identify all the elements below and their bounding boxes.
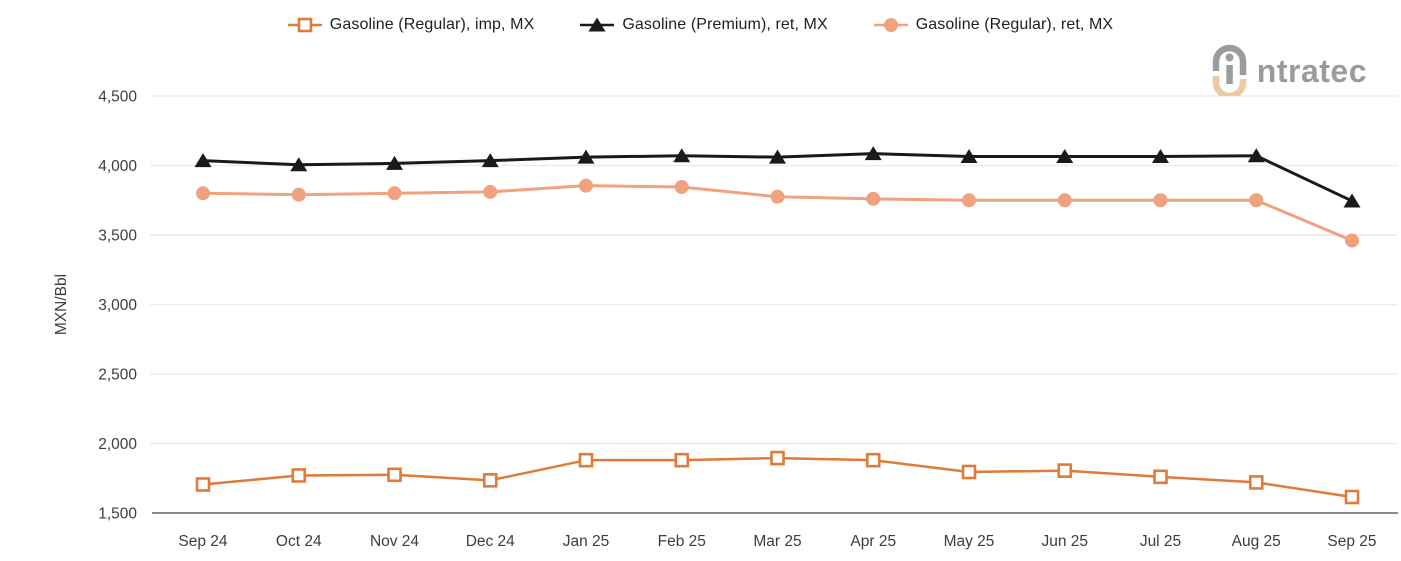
intratec-logo-text: ntratec [1256, 53, 1367, 89]
data-point-square [578, 452, 594, 468]
data-point-circle [1057, 193, 1072, 208]
legend-label: Gasoline (Regular), imp, MX [329, 16, 535, 33]
data-point-triangle [769, 149, 786, 164]
data-point-triangle [481, 153, 499, 168]
x-tick-label: Mar 25 [753, 533, 801, 550]
intratec-logo-mark-icon [1212, 44, 1247, 96]
x-tick-label: Feb 25 [658, 533, 706, 550]
x-tick-label: Dec 24 [466, 533, 515, 550]
data-point-square [387, 467, 402, 483]
x-tick-label: Sep 25 [1327, 533, 1376, 550]
y-tick-label: 2,000 [98, 436, 137, 453]
y-axis-title: MXN/Bbl [53, 274, 70, 335]
data-point-square [1248, 475, 1264, 490]
legend-marker-square-hollow-icon [287, 17, 322, 33]
y-tick-label: 1,500 [98, 506, 137, 523]
y-tick-label: 3,000 [98, 297, 137, 314]
data-point-circle [196, 186, 210, 201]
data-point-circle [483, 184, 498, 199]
legend-label: Gasoline (Regular), ret, MX [915, 16, 1114, 33]
data-point-triangle [194, 153, 212, 168]
legend-marker-triangle-filled-icon [580, 17, 615, 32]
data-point-triangle [577, 149, 595, 164]
data-point-square [1153, 469, 1168, 485]
x-tick-label: Apr 25 [850, 533, 896, 550]
data-point-square [482, 473, 498, 488]
data-point-circle [387, 186, 402, 201]
data-point-triangle [864, 146, 882, 161]
data-point-circle [962, 193, 976, 208]
y-axis-tick-labels: 1,500 2,000 2,500 3,000 3,500 4,000 4,500 [98, 89, 137, 523]
data-point-triangle [1056, 148, 1074, 163]
data-point-square [1344, 489, 1360, 505]
legend-item-0[interactable]: Gasoline (Regular), imp, MX [287, 16, 535, 34]
data-point-triangle [960, 148, 978, 163]
x-tick-label: Sep 24 [178, 533, 228, 550]
data-point-triangle [1152, 148, 1169, 163]
series-gasoline-regular-ret-mx [196, 178, 1359, 248]
data-point-triangle [386, 155, 403, 170]
data-point-circle [1345, 233, 1359, 248]
data-point-square [1057, 463, 1073, 478]
x-tick-label: Jun 25 [1041, 533, 1088, 550]
y-tick-label: 2,500 [98, 367, 137, 384]
data-point-circle [674, 180, 689, 195]
data-point-square [291, 468, 307, 483]
data-point-circle [883, 18, 898, 32]
data-point-square [195, 477, 211, 492]
data-point-square [770, 450, 785, 466]
x-tick-label: Oct 24 [276, 533, 322, 550]
legend-item-2[interactable]: Gasoline (Regular), ret, MX [873, 16, 1114, 34]
x-tick-label: May 25 [944, 533, 995, 550]
data-point-triangle [588, 17, 606, 32]
data-point-circle [1249, 193, 1264, 208]
series-gasoline-regular-imp-mx [195, 450, 1360, 505]
data-point-square [674, 452, 690, 468]
series-gasoline-premium-ret-mx [194, 146, 1361, 208]
intratec-logo: ntratec [1209, 40, 1367, 96]
chart-legend: Gasoline (Regular), imp, MX Gasoline (Pre… [0, 16, 1401, 34]
data-point-circle [579, 178, 593, 193]
data-point-triangle [1343, 193, 1361, 208]
legend-item-1[interactable]: Gasoline (Premium), ret, MX [580, 16, 828, 34]
data-point-triangle [290, 157, 308, 172]
x-axis-tick-labels: Sep 24 Oct 24 Nov 24 Dec 24 Jan 25 Feb 25 Mar … [178, 533, 1376, 550]
x-tick-label: Jan 25 [563, 533, 610, 550]
data-point-square [961, 464, 977, 480]
data-point-square [865, 452, 881, 468]
data-point-circle [770, 189, 785, 204]
legend-marker-circle-filled-icon [873, 18, 908, 32]
data-point-circle [291, 187, 306, 202]
data-point-triangle [1247, 148, 1265, 163]
y-tick-label: 4,500 [98, 89, 137, 106]
x-tick-label: Aug 25 [1232, 533, 1281, 550]
data-point-triangle [673, 148, 691, 163]
gridlines [150, 95, 1398, 445]
data-point-circle [1153, 193, 1168, 208]
y-tick-label: 3,500 [98, 228, 137, 245]
legend-label: Gasoline (Premium), ret, MX [622, 16, 828, 33]
data-point-circle [866, 191, 881, 206]
x-tick-label: Nov 24 [370, 533, 419, 550]
x-tick-label: Jul 25 [1140, 533, 1181, 550]
y-tick-label: 4,000 [98, 158, 137, 175]
data-point-square [297, 17, 313, 33]
